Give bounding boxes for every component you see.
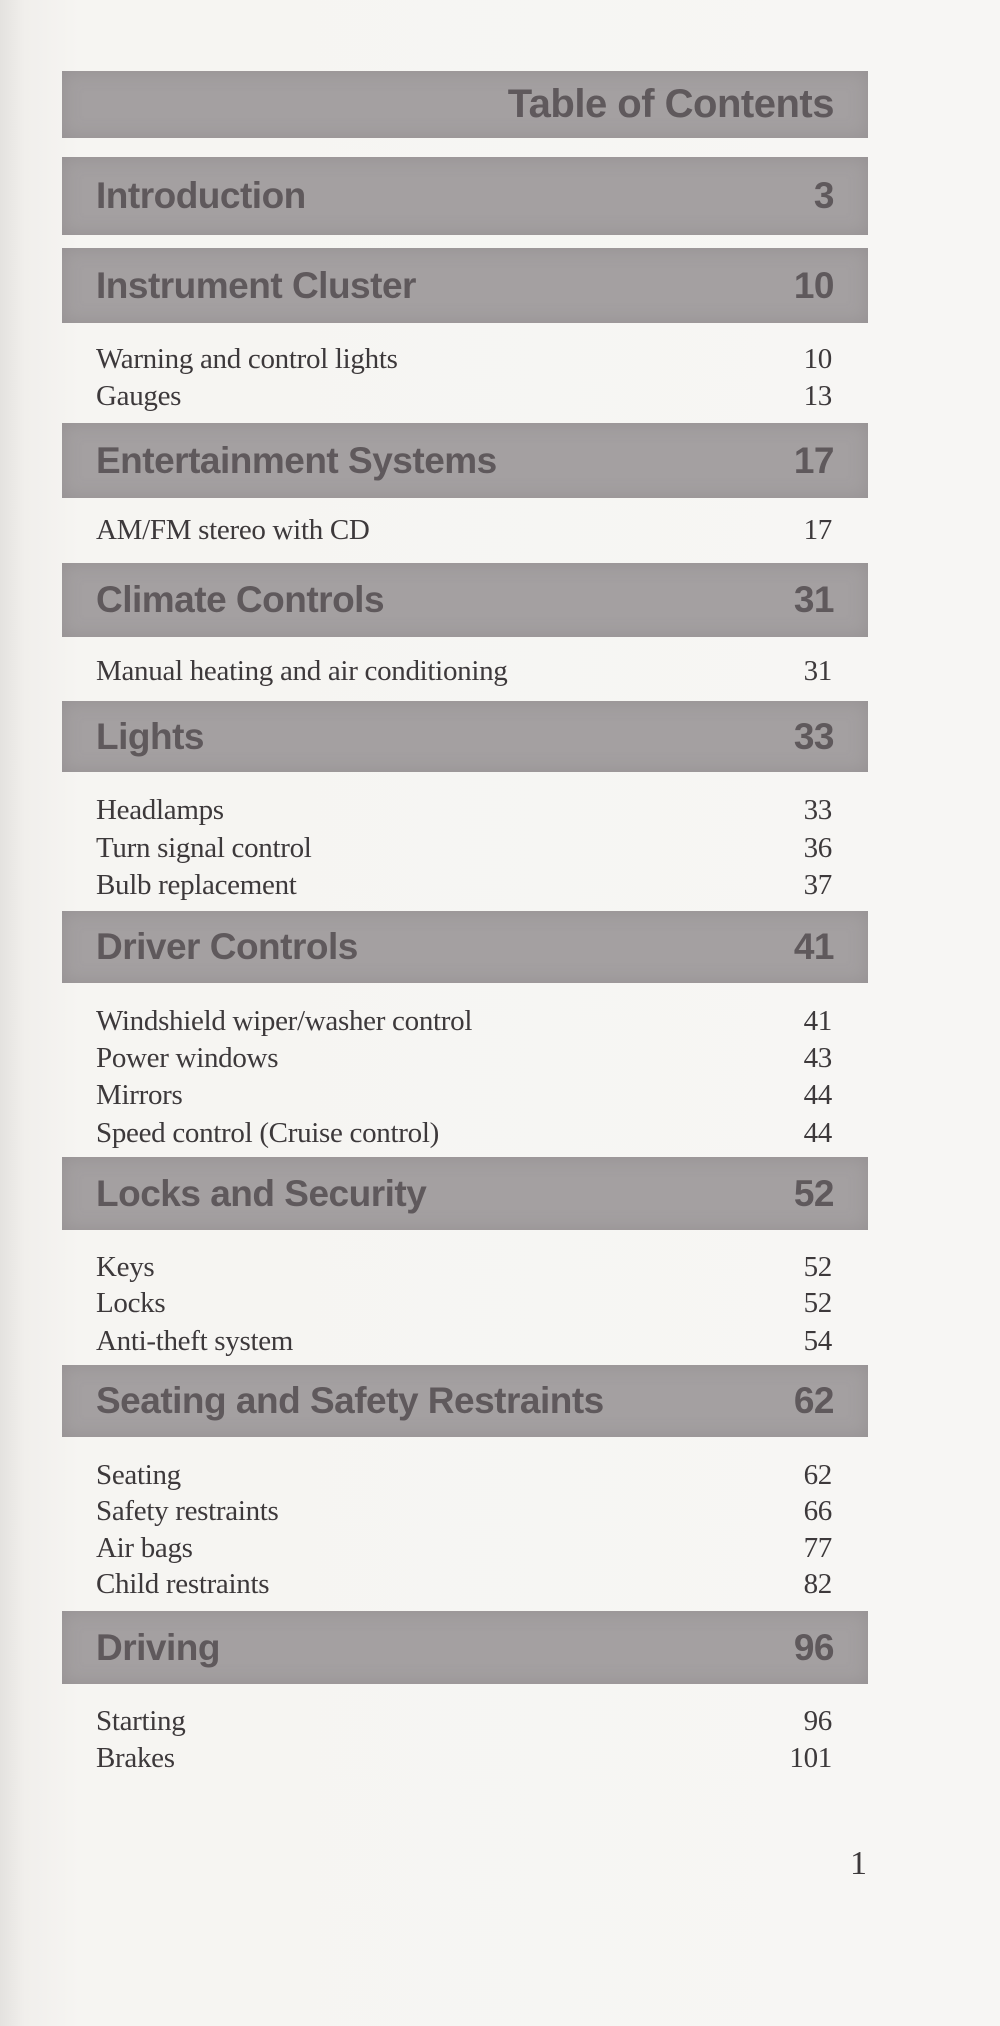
toc-entry-label: Headlamps [96,794,224,826]
toc-entry[interactable]: Turn signal control 36 [96,830,832,867]
toc-entry-label: Gauges [96,380,182,412]
toc-entry[interactable]: Air bags 77 [96,1530,832,1567]
section-heading-title: Lights [96,715,204,757]
toc-entry-page: 52 [803,1287,833,1319]
toc-title: Table of Contents [507,82,835,126]
toc-entry-page: 33 [803,794,833,826]
toc-entry-label: Windshield wiper/washer control [96,1005,473,1037]
toc-entry-label: Starting [96,1705,186,1737]
section-heading-page: 10 [793,264,835,306]
section-heading-page: 31 [793,579,835,620]
toc-entry-label: Speed control (Cruise control) [96,1117,439,1149]
toc-entry[interactable]: Manual heating and air conditioning 31 [96,653,832,690]
section-heading[interactable]: Seating and Safety Restraints 62 [62,1365,868,1437]
section-heading[interactable]: Entertainment Systems 17 [62,423,868,498]
section-heading[interactable]: Driving 96 [62,1611,868,1684]
section-heading-page: 33 [793,715,835,757]
toc-entry-page: 101 [789,1742,832,1774]
toc-entry[interactable]: AM/FM stereo with CD 17 [96,512,832,549]
toc-entry[interactable]: Speed control (Cruise control) 44 [96,1115,832,1152]
section-heading-page: 62 [793,1380,835,1421]
toc-entry-label: Turn signal control [96,832,312,864]
section-heading-title: Driver Controls [96,926,358,967]
toc-entry-label: Manual heating and air conditioning [96,655,508,687]
toc-entry-label: Seating [96,1459,181,1491]
toc-entry-page: 66 [803,1495,833,1527]
section-heading[interactable]: Locks and Security 52 [62,1157,868,1230]
section-heading-page: 17 [793,439,835,481]
toc-entry-label: Bulb replacement [96,869,297,901]
toc-entry[interactable]: Locks 52 [96,1285,832,1322]
section-heading-page: 52 [793,1172,835,1214]
toc-entry[interactable]: Brakes 101 [96,1740,832,1777]
toc-entry[interactable]: Safety restraints 66 [96,1493,832,1530]
toc-entry[interactable]: Windshield wiper/washer control 41 [96,1003,832,1040]
toc-entry-label: Child restraints [96,1568,270,1600]
toc-entry-label: Anti-theft system [96,1325,294,1357]
toc-entry-label: Safety restraints [96,1495,279,1527]
toc-entry-page: 82 [803,1568,833,1600]
toc-entry[interactable]: Warning and control lights 10 [96,341,832,378]
toc-entry-label: Mirrors [96,1079,183,1111]
toc-entry-page: 43 [803,1042,833,1074]
toc-entry-label: Air bags [96,1532,193,1564]
toc-entry-page: 96 [803,1705,833,1737]
section-heading[interactable]: Instrument Cluster 10 [62,248,868,323]
page-number: 1 [850,1845,867,1882]
section-heading[interactable]: Climate Controls 31 [62,563,868,637]
toc-entry-page: 44 [803,1079,833,1111]
section-heading[interactable]: Introduction 3 [62,157,868,235]
toc-entry-page: 17 [803,514,833,546]
toc-entry-label: Locks [96,1287,166,1319]
toc-entry-page: 77 [803,1532,833,1564]
toc-entry-page: 62 [803,1459,833,1491]
toc-entry-page: 31 [803,655,833,687]
toc-entry-page: 44 [803,1117,833,1149]
toc-entry[interactable]: Starting 96 [96,1703,832,1740]
toc-entry[interactable]: Power windows 43 [96,1040,832,1077]
toc-entry-page: 37 [803,869,833,901]
section-heading-page: 41 [793,926,835,967]
toc-entry-page: 10 [803,343,833,375]
toc-entry-page: 36 [803,832,833,864]
toc-entry-label: Brakes [96,1742,175,1774]
toc-title-banner: Table of Contents [62,71,868,138]
toc-entry[interactable]: Bulb replacement 37 [96,867,832,904]
section-heading[interactable]: Driver Controls 41 [62,911,868,983]
section-heading-title: Locks and Security [96,1172,427,1214]
toc-entry-label: Warning and control lights [96,343,398,375]
section-heading-title: Introduction [96,175,306,216]
toc-entry-label: AM/FM stereo with CD [96,514,370,546]
section-heading[interactable]: Lights 33 [62,701,868,772]
toc-entry[interactable]: Seating 62 [96,1457,832,1494]
toc-entry-page: 13 [803,380,833,412]
section-heading-title: Seating and Safety Restraints [96,1380,604,1421]
section-heading-page: 96 [793,1626,835,1668]
section-heading-title: Instrument Cluster [96,264,416,306]
toc-entry-page: 54 [803,1325,833,1357]
section-heading-page: 3 [813,175,835,216]
toc-entry[interactable]: Anti-theft system 54 [96,1323,832,1360]
toc-entry-label: Power windows [96,1042,279,1074]
toc-entry[interactable]: Child restraints 82 [96,1566,832,1603]
section-heading-title: Climate Controls [96,579,385,620]
section-heading-title: Driving [96,1626,220,1668]
toc-entry[interactable]: Headlamps 33 [96,792,832,829]
toc-entry-page: 52 [803,1251,833,1283]
toc-entry-page: 41 [803,1005,833,1037]
toc-entry[interactable]: Keys 52 [96,1249,832,1286]
toc-entry-label: Keys [96,1251,155,1283]
toc-entry[interactable]: Mirrors 44 [96,1077,832,1114]
section-heading-title: Entertainment Systems [96,439,497,481]
toc-entry[interactable]: Gauges 13 [96,378,832,415]
